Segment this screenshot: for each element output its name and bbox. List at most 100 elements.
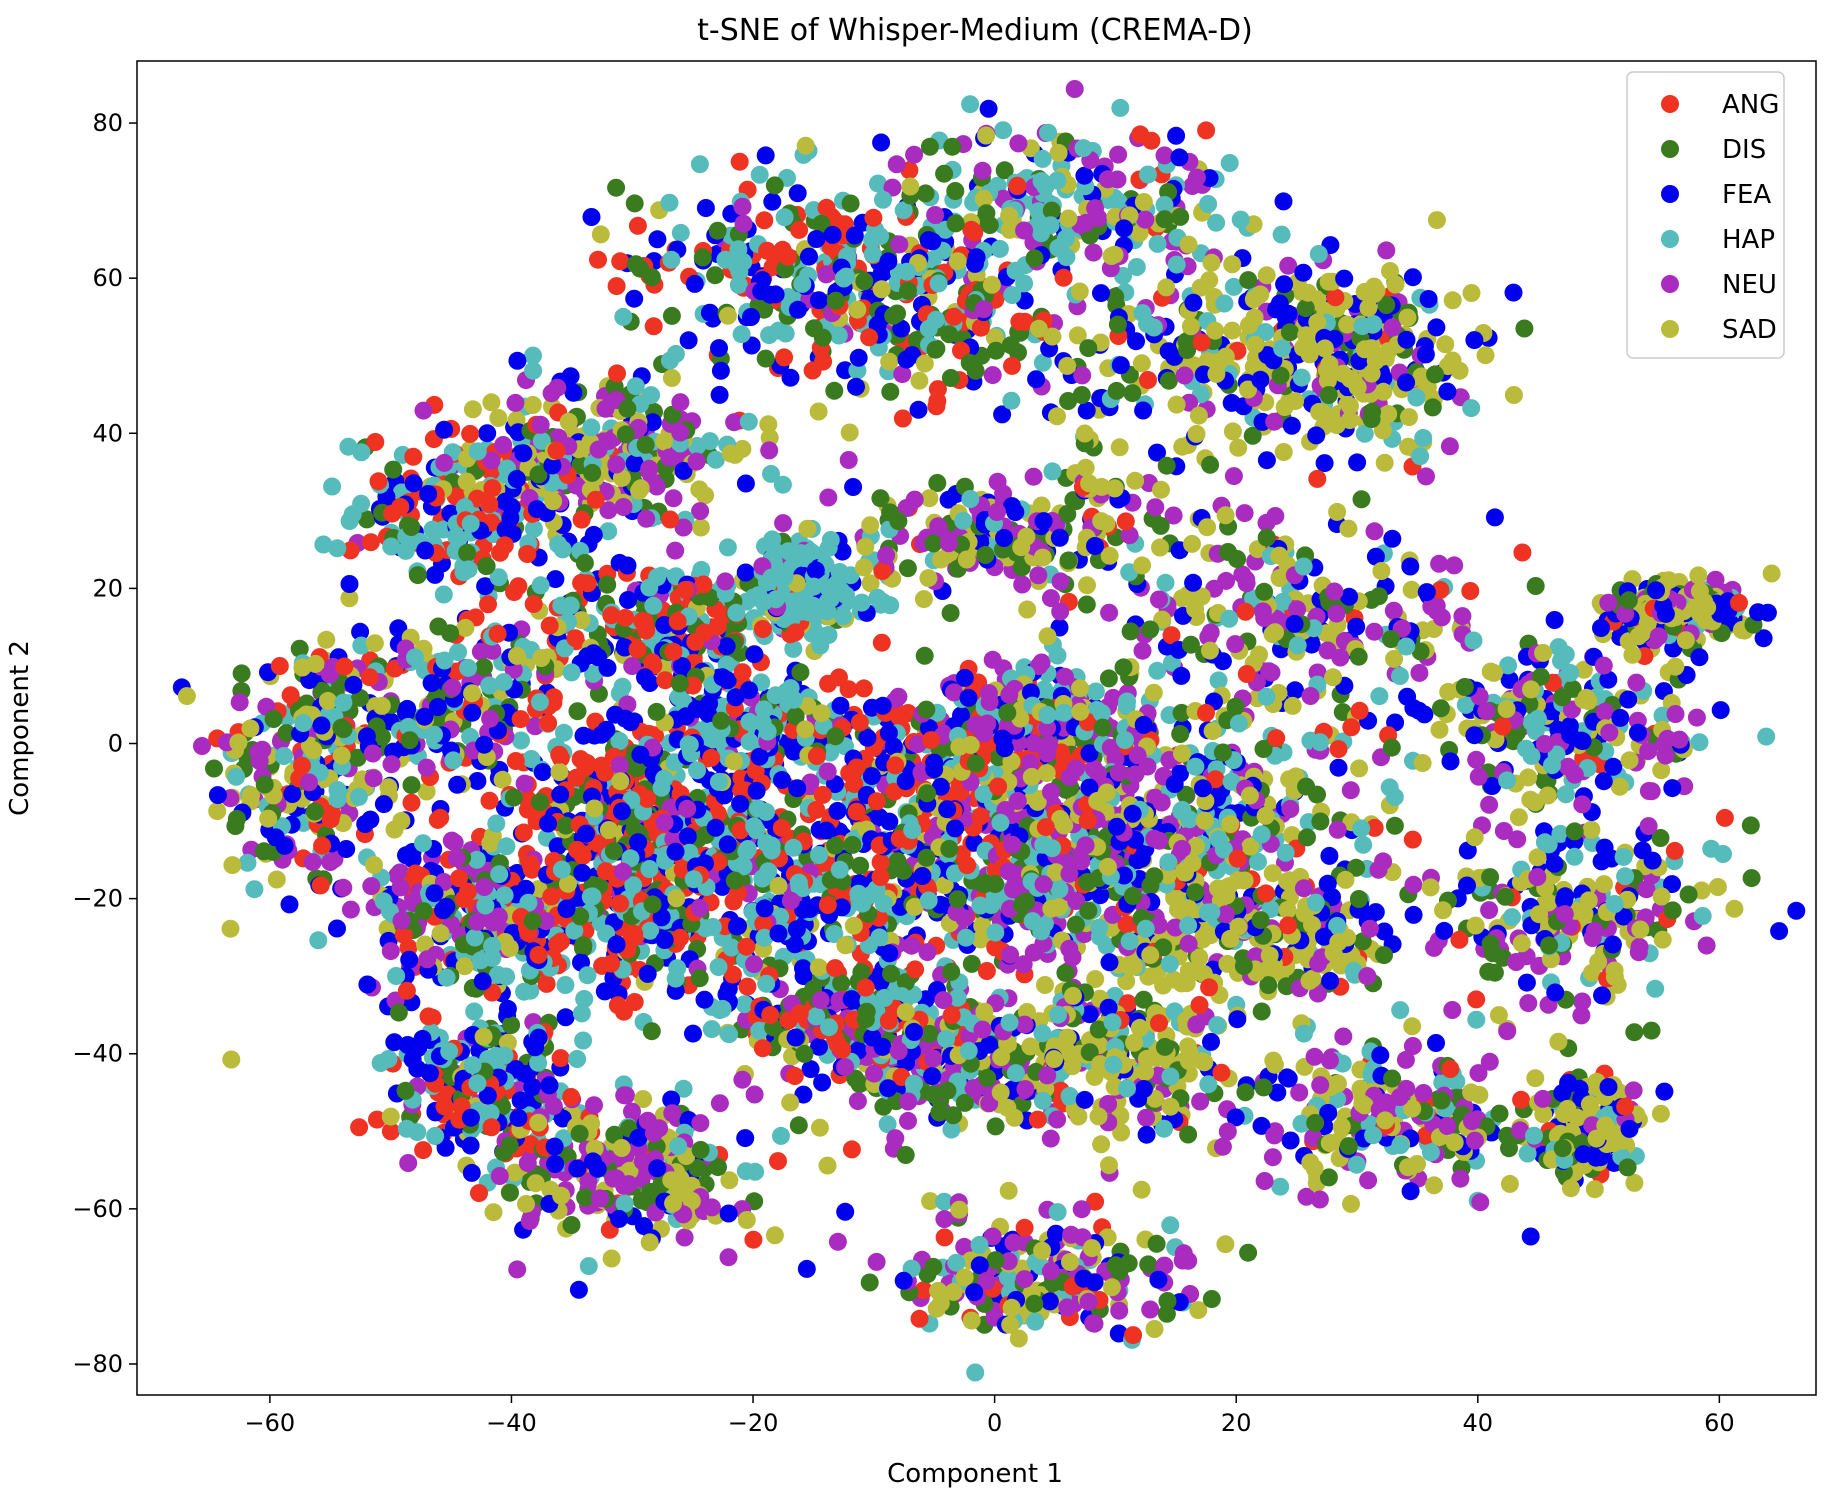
- point-dis: [1625, 1023, 1644, 1042]
- point-dis: [1352, 490, 1371, 509]
- point-dis: [625, 194, 644, 213]
- point-hap: [671, 223, 690, 242]
- point-neu: [445, 833, 464, 852]
- point-fea: [858, 728, 877, 747]
- point-hap: [1646, 979, 1665, 998]
- data-points: [172, 80, 1806, 1382]
- point-hap: [1370, 687, 1389, 706]
- point-sad: [1183, 534, 1201, 553]
- point-neu: [1365, 522, 1384, 541]
- point-dis: [642, 1022, 661, 1041]
- point-neu: [1305, 1047, 1324, 1066]
- point-hap: [387, 967, 406, 985]
- point-hap: [599, 522, 618, 541]
- point-neu: [899, 1111, 917, 1130]
- point-ang: [431, 808, 450, 827]
- point-fea: [1184, 573, 1203, 592]
- point-dis: [232, 664, 251, 683]
- point-sad: [1110, 438, 1129, 457]
- point-dis: [1099, 669, 1118, 688]
- point-neu: [1013, 575, 1032, 594]
- point-neu: [675, 1228, 694, 1247]
- point-sad: [781, 1093, 800, 1112]
- point-fea: [813, 1073, 832, 1092]
- point-fea: [569, 1280, 588, 1299]
- point-neu: [1279, 256, 1298, 275]
- point-sad: [1625, 1173, 1644, 1192]
- point-neu: [691, 1114, 710, 1133]
- point-ang: [361, 533, 380, 552]
- point-neu: [918, 943, 937, 962]
- point-hap: [531, 576, 550, 595]
- point-fea: [1080, 1005, 1099, 1024]
- point-neu: [1377, 241, 1396, 260]
- point-neu: [1498, 1022, 1517, 1041]
- point-fea: [1321, 971, 1340, 990]
- point-ang: [368, 1110, 386, 1129]
- point-neu: [1573, 992, 1592, 1011]
- point-hap: [1391, 1001, 1410, 1020]
- point-sad: [1403, 1017, 1422, 1036]
- point-neu: [1084, 243, 1103, 262]
- point-fea: [736, 474, 755, 493]
- point-fea: [1279, 1069, 1298, 1088]
- point-neu: [615, 1086, 634, 1105]
- point-neu: [1235, 504, 1254, 523]
- point-hap: [1161, 1216, 1180, 1235]
- point-dis: [384, 460, 403, 479]
- point-hap: [784, 639, 803, 658]
- point-dis: [1159, 371, 1178, 390]
- point-fea: [684, 1024, 702, 1043]
- point-dis: [962, 954, 981, 973]
- point-hap: [434, 585, 453, 604]
- point-neu: [983, 366, 1002, 385]
- point-sad: [1117, 972, 1136, 991]
- point-hap: [1209, 671, 1228, 690]
- point-fea: [1302, 635, 1321, 654]
- point-hap: [1467, 1010, 1486, 1029]
- point-hap: [1048, 646, 1067, 665]
- chart-title: t-SNE of Whisper-Medium (CREMA-D): [697, 13, 1253, 48]
- point-dis: [348, 748, 367, 767]
- point-sad: [1342, 1194, 1360, 1213]
- point-dis: [791, 663, 810, 682]
- point-sad: [1223, 422, 1242, 441]
- point-sad: [1036, 976, 1054, 994]
- point-sad: [267, 870, 286, 889]
- point-hap: [1391, 667, 1409, 685]
- point-neu: [508, 1260, 527, 1279]
- point-hap: [1347, 1155, 1366, 1174]
- point-sad: [523, 396, 542, 414]
- point-hap: [575, 990, 594, 1008]
- point-hap: [878, 1115, 897, 1134]
- point-sad: [861, 574, 880, 593]
- point-ang: [551, 1049, 570, 1068]
- point-dis: [1339, 1137, 1358, 1156]
- point-neu: [341, 900, 360, 919]
- point-neu: [1404, 875, 1423, 894]
- point-hap: [718, 538, 737, 557]
- point-sad: [720, 1171, 739, 1190]
- point-hap: [994, 121, 1013, 140]
- point-sad: [1218, 954, 1237, 973]
- point-sad: [1443, 351, 1462, 370]
- point-fea: [468, 772, 487, 790]
- point-sad: [1132, 354, 1151, 373]
- point-fea: [478, 424, 497, 443]
- point-fea: [695, 990, 714, 1009]
- point-dis: [941, 604, 960, 622]
- point-dis: [1123, 384, 1142, 403]
- point-fea: [993, 405, 1012, 424]
- point-hap: [515, 982, 534, 1001]
- point-hap: [760, 326, 779, 345]
- point-dis: [935, 164, 954, 183]
- point-sad: [177, 687, 196, 706]
- point-fea: [1754, 629, 1773, 648]
- point-neu: [193, 737, 211, 755]
- point-sad: [1049, 144, 1068, 162]
- point-fea: [280, 895, 299, 914]
- point-hap: [775, 208, 794, 227]
- point-neu: [1403, 1037, 1422, 1055]
- point-fea: [1320, 846, 1339, 865]
